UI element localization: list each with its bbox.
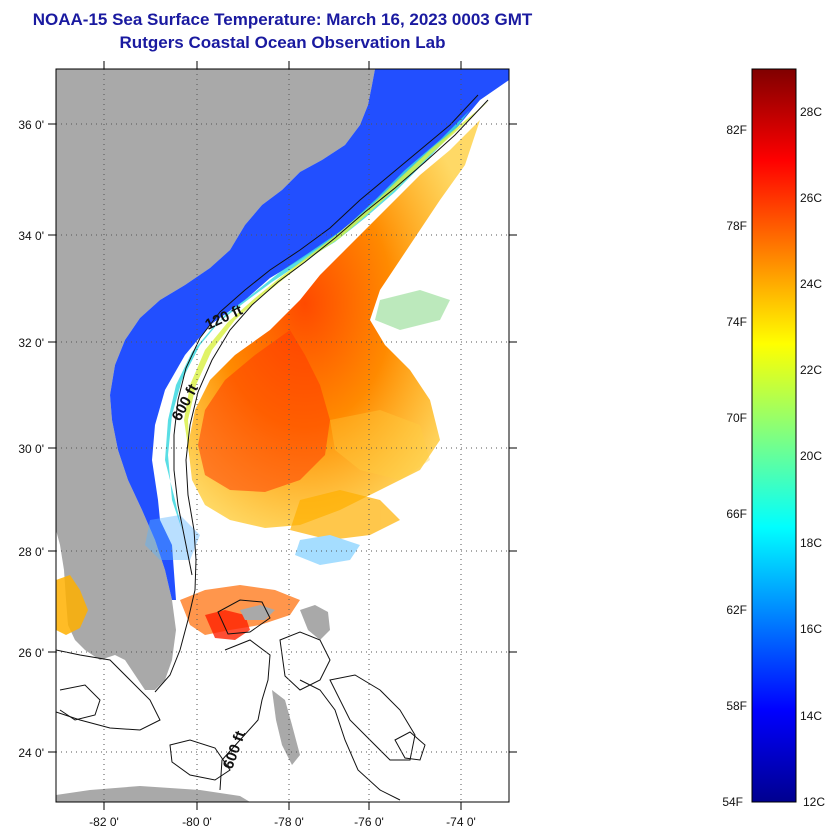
colorbar-f-label: 54F [722,795,743,809]
colorbar-f-label: 74F [726,315,747,329]
colorbar-c-label: 24C [800,277,822,291]
colorbar-f-label: 82F [726,123,747,137]
lat-label: 36 0' [18,118,44,132]
lon-label: -74 0' [446,815,476,829]
colorbar-f-label: 58F [726,699,747,713]
axis-ticks [48,61,517,810]
colorbar-c-label: 26C [800,191,822,205]
lon-label: -76 0' [354,815,384,829]
colorbar-c-label: 18C [800,536,822,550]
shelf-cold-water [110,69,509,600]
lat-label: 30 0' [18,442,44,456]
map-panel: 120 ft 600 ft 600 ft [56,69,509,802]
land-us-coast [56,69,375,690]
colorbar-c-label: 28C [800,105,822,119]
colorbar-c-label: 14C [800,709,822,723]
land-bahamas-2 [240,605,275,620]
colorbar: 82F 78F 74F 70F 66F 62F 58F 54F 28C 26C … [722,68,825,809]
colorbar-c-label: 12C [803,795,825,809]
land-bahamas [272,690,300,765]
colorbar-c-label: 16C [800,622,822,636]
chart-title: NOAA-15 Sea Surface Temperature: March 1… [32,10,533,29]
colorbar-f-label: 62F [726,603,747,617]
colorbar-f-label: 66F [726,507,747,521]
lat-label: 24 0' [18,746,44,760]
lat-label: 26 0' [18,646,44,660]
lat-label: 34 0' [18,229,44,243]
chart-subtitle: Rutgers Coastal Ocean Observation Lab [119,33,446,52]
colorbar-gradient [751,68,797,803]
lon-label: -82 0' [89,815,119,829]
gulf-of-mexico-warm [56,575,88,635]
lon-label: -78 0' [274,815,304,829]
title-block: NOAA-15 Sea Surface Temperature: March 1… [0,8,565,54]
colorbar-c-label: 20C [800,449,822,463]
colorbar-f-label: 70F [726,411,747,425]
colorbar-c-label: 22C [800,363,822,377]
lat-label: 28 0' [18,545,44,559]
colorbar-f-label: 78F [726,219,747,233]
land-abaco [300,605,330,640]
bathymetry-contours [56,94,489,801]
lat-label: 32 0' [18,336,44,350]
map-frame [55,68,510,803]
gulf-stream-red-core [198,330,330,492]
south-red-patch [205,610,250,640]
lon-label: -80 0' [182,815,212,829]
graticule [56,69,509,802]
